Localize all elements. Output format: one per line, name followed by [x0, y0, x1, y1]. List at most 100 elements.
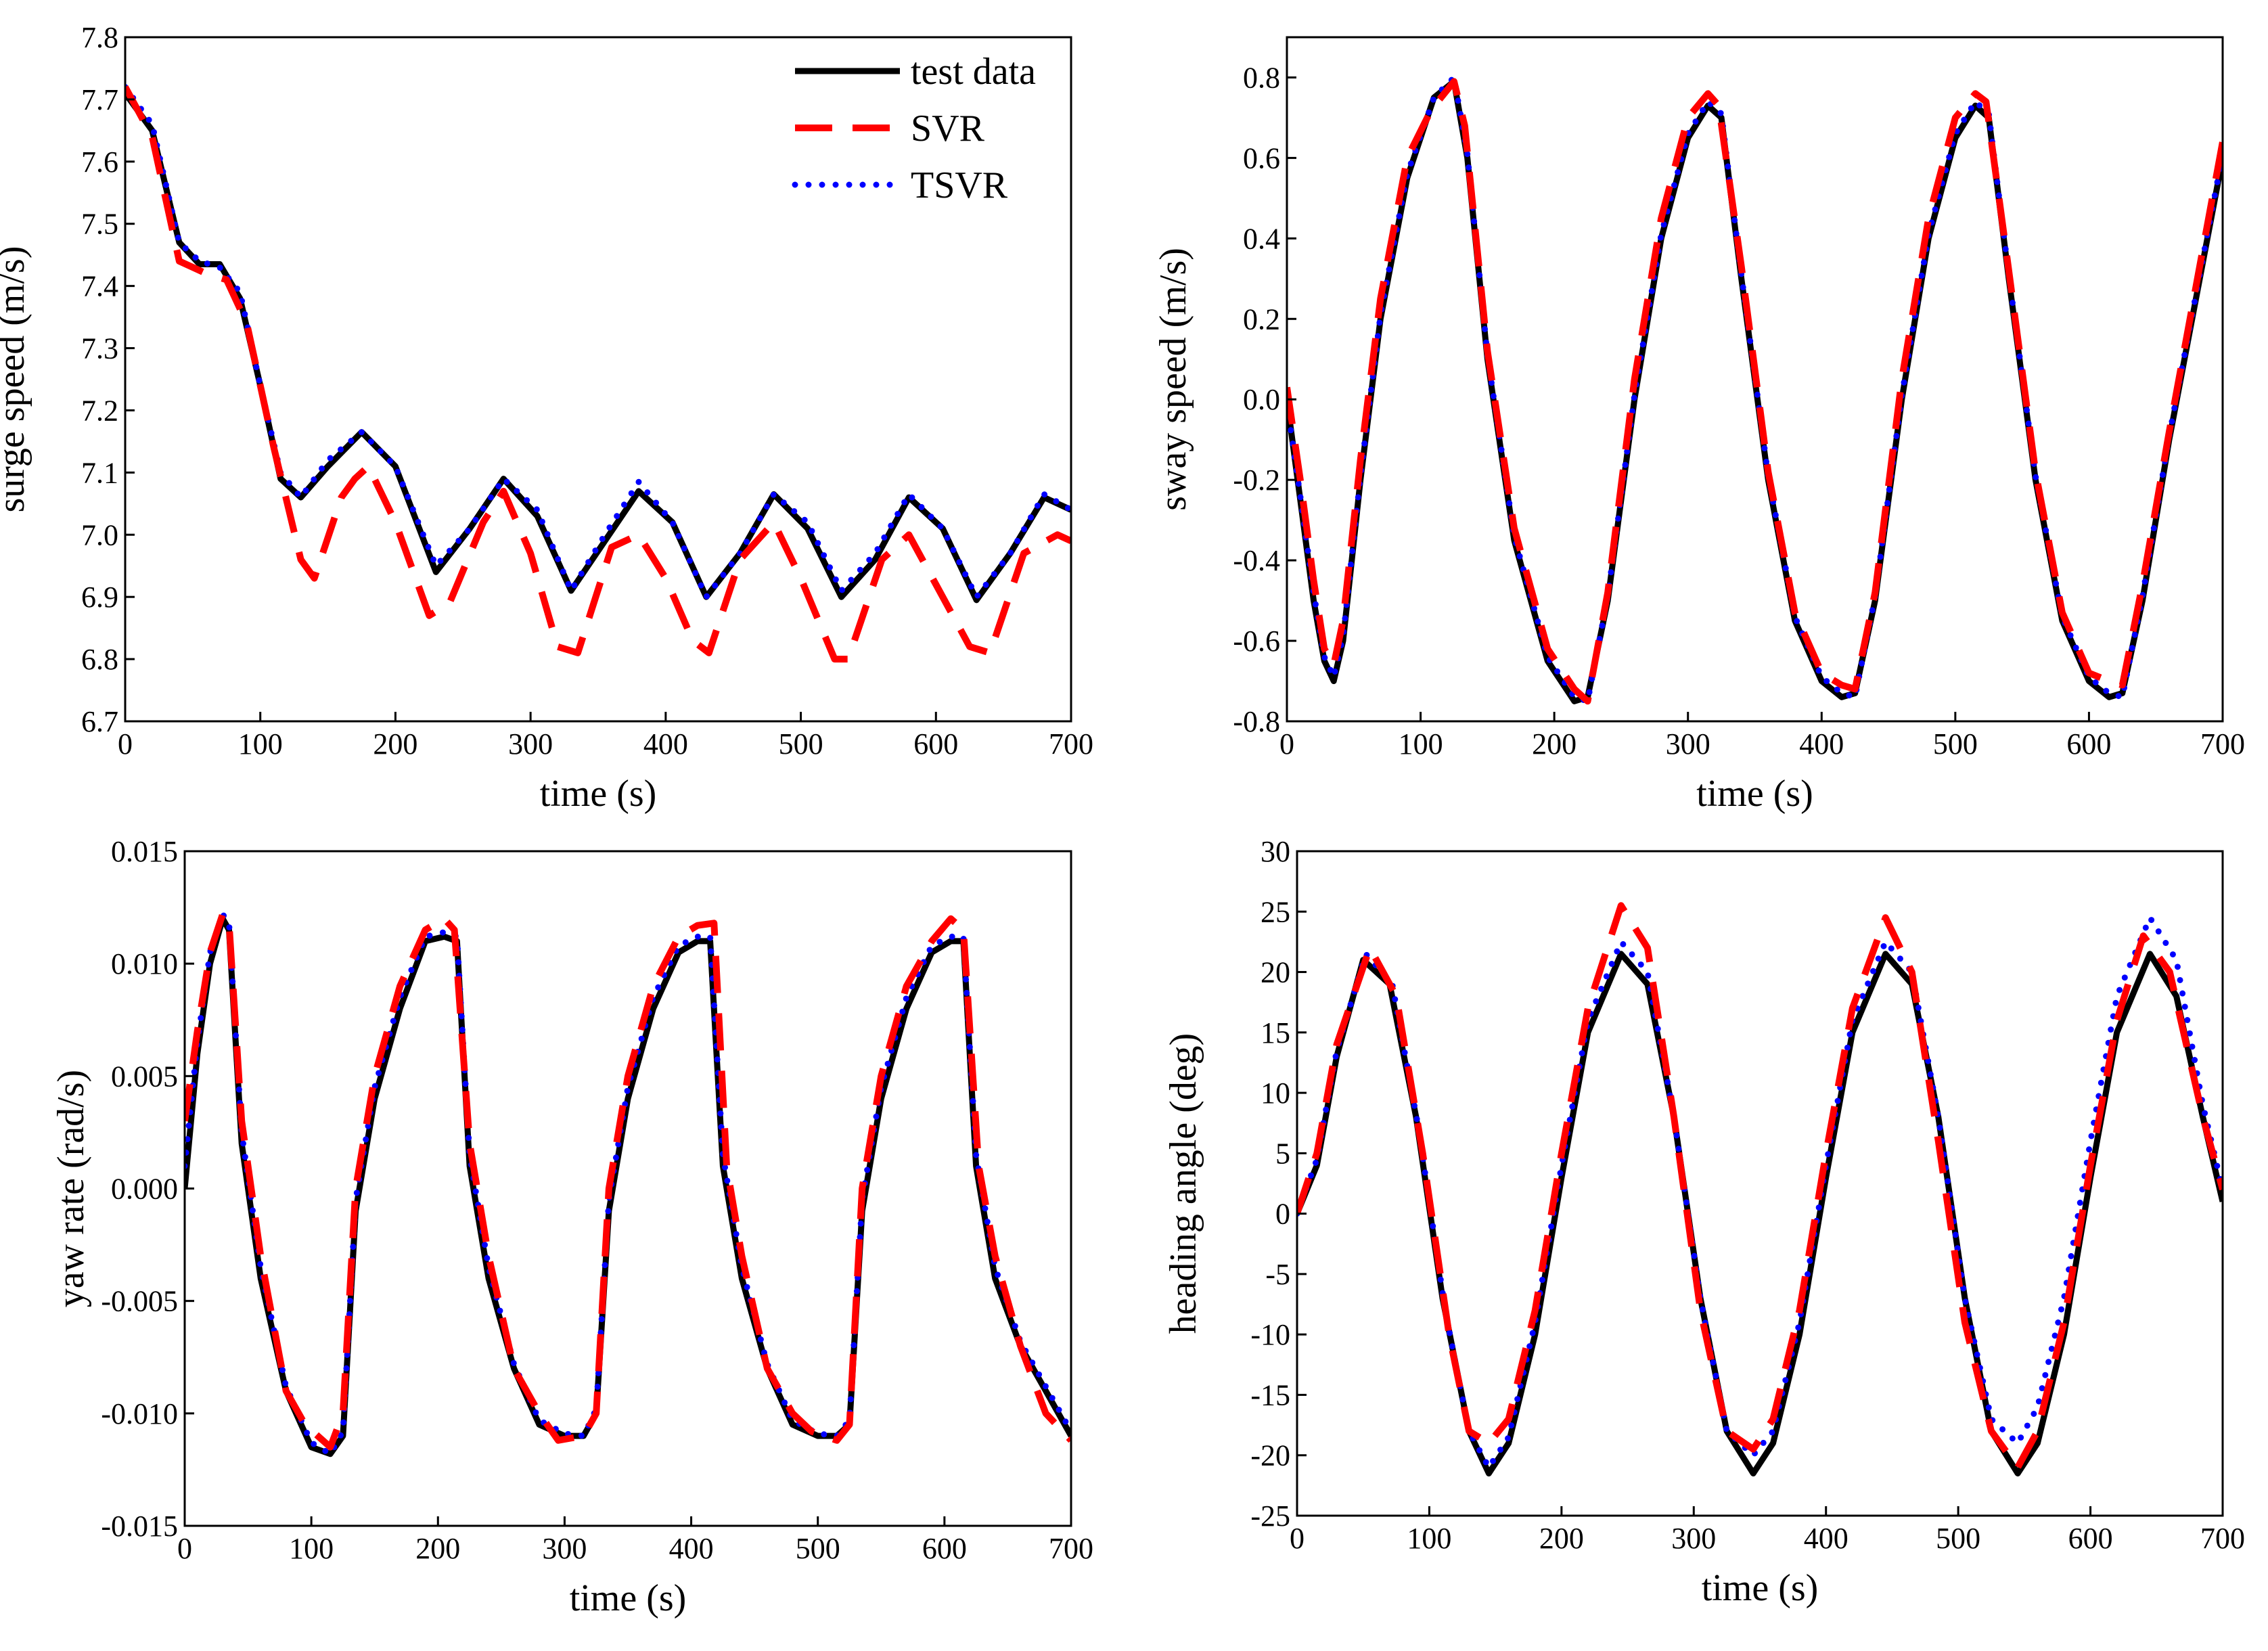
x-tick-label: 600 [913, 727, 958, 761]
x-tick-label: 400 [1799, 727, 1844, 761]
x-tick-label: 500 [779, 727, 823, 761]
x-axis-title: time (s) [1702, 1567, 1819, 1609]
y-tick-label: 6.7 [81, 705, 118, 738]
y-tick-label: -0.005 [101, 1285, 178, 1318]
x-tick-label: 200 [373, 727, 417, 761]
x-tick-label: 0 [177, 1532, 192, 1565]
y-tick-label: 0.4 [1243, 222, 1280, 255]
chart-surge: 0 100 200 300 400 500 600 700 6.7 6.8 6.9 7.0 7.1 7.2… [0, 21, 1093, 815]
y-axis-title: surge speed (m/s) [0, 246, 32, 513]
x-tick-label: 300 [508, 727, 553, 761]
x-tick-label: 0 [118, 727, 133, 761]
x-tick-label: 400 [669, 1532, 714, 1565]
x-tick-label: 600 [2068, 1522, 2113, 1555]
y-tick-label: 20 [1261, 956, 1290, 989]
y-tick-label: 7.8 [81, 21, 118, 54]
x-tick-label: 0 [1279, 727, 1294, 761]
y-tick-label: 30 [1261, 835, 1290, 868]
chart-sway: 0 100 200 300 400 500 600 700 -0.8 -0.6 -0.4 -0.2 0.… [1152, 36, 2245, 815]
y-axis-title: yaw rate (rad/s) [50, 1070, 92, 1307]
series-line-svr-surge [125, 85, 1071, 663]
y-tick-label: 0.005 [111, 1060, 178, 1093]
x-tick-label: 100 [238, 727, 283, 761]
y-tick-label: 7.4 [81, 270, 118, 303]
x-tick-label: 300 [542, 1532, 587, 1565]
series-line-svr-yaw [185, 911, 1071, 1451]
series-line-svr-sway [1287, 78, 2223, 705]
x-axis-title: time (s) [1696, 773, 1813, 815]
y-tick-label: 25 [1261, 895, 1290, 928]
y-axis-title: sway speed (m/s) [1152, 248, 1194, 511]
x-tick-label: 200 [1539, 1522, 1584, 1555]
x-tick-label: 700 [1049, 727, 1093, 761]
plot-frame-surge [124, 36, 1072, 723]
x-tick-label: 500 [796, 1532, 840, 1565]
y-tick-label: 0.2 [1243, 302, 1280, 336]
y-axis-title: heading angle (deg) [1162, 1033, 1204, 1334]
y-tick-label: 0.015 [111, 835, 178, 868]
x-tick-label: 400 [1804, 1522, 1849, 1555]
series-line-svr-heading [1297, 902, 2223, 1471]
x-tick-label: 600 [922, 1532, 967, 1565]
x-tick-label: 200 [415, 1532, 460, 1565]
y-tick-label: 6.8 [81, 643, 118, 676]
x-tick-label: 700 [1049, 1532, 1093, 1565]
y-tick-label: 0 [1275, 1198, 1290, 1231]
y-tick-label: 5 [1275, 1137, 1290, 1170]
y-tick-label: 7.2 [81, 394, 118, 427]
y-tick-label: 0.000 [111, 1173, 178, 1206]
legend: test data SVR TSVR [792, 51, 1036, 206]
y-tick-label: 0.0 [1243, 383, 1280, 416]
x-tick-label: 600 [2066, 727, 2111, 761]
x-tick-label: 300 [1671, 1522, 1716, 1555]
y-tick-label: -15 [1250, 1378, 1290, 1411]
x-tick-label: 300 [1666, 727, 1710, 761]
series-line-tsvr-surge [125, 84, 1071, 600]
y-tick-label: -0.4 [1233, 544, 1280, 577]
y-tick-label: -0.010 [101, 1397, 178, 1430]
plot-frame-yaw [183, 850, 1072, 1527]
y-tick-label: 7.3 [81, 332, 118, 365]
chart-heading: 0 100 200 300 400 500 600 700 -25 -20 -15 -10 -5 0 5 10… [1162, 835, 2245, 1609]
x-tick-label: 200 [1532, 727, 1577, 761]
x-tick-label: 0 [1290, 1522, 1305, 1555]
series-line-test-data-yaw [185, 915, 1071, 1457]
x-tick-label: 400 [643, 727, 688, 761]
y-tick-label: 6.9 [81, 581, 118, 614]
x-axis-title: time (s) [570, 1577, 687, 1619]
x-tick-label: 100 [1399, 727, 1443, 761]
series-line-tsvr-yaw [185, 911, 1071, 1457]
y-tick-label: -5 [1265, 1258, 1290, 1291]
y-tick-label: 0.6 [1243, 141, 1280, 175]
chart-yaw: 0 100 200 300 400 500 600 700 -0.015 -0.010 -0.005… [50, 835, 1093, 1619]
legend-label-test-data: test data [911, 51, 1036, 93]
y-tick-label: -0.6 [1233, 625, 1280, 658]
y-tick-label: -0.015 [101, 1510, 178, 1543]
y-tick-label: -10 [1250, 1318, 1290, 1351]
legend-label-svr: SVR [911, 108, 985, 150]
series-line-test-data-sway [1287, 78, 2223, 704]
y-tick-label: 7.0 [81, 518, 118, 551]
series-line-tsvr-heading [1297, 914, 2223, 1471]
plot-frame-sway [1286, 36, 2224, 723]
y-tick-label: 10 [1261, 1077, 1290, 1110]
x-tick-label: 500 [1936, 1522, 1980, 1555]
y-tick-label: 0.010 [111, 947, 178, 980]
x-tick-label: 700 [2200, 727, 2245, 761]
y-tick-label: -0.8 [1233, 705, 1280, 738]
plot-frame-heading [1296, 850, 2224, 1517]
y-tick-label: -20 [1250, 1439, 1290, 1472]
legend-label-tsvr: TSVR [911, 164, 1008, 206]
y-tick-label: 7.7 [81, 83, 118, 116]
y-tick-label: -25 [1250, 1499, 1290, 1533]
y-tick-label: 7.5 [81, 208, 118, 241]
y-tick-label: 0.8 [1243, 61, 1280, 94]
x-tick-label: 700 [2200, 1522, 2245, 1555]
y-tick-label: 7.1 [81, 456, 118, 489]
x-tick-label: 500 [1933, 727, 1978, 761]
x-tick-label: 100 [1407, 1522, 1451, 1555]
y-tick-label: -0.2 [1233, 463, 1280, 497]
x-tick-label: 100 [289, 1532, 334, 1565]
y-tick-label: 7.6 [81, 145, 118, 179]
